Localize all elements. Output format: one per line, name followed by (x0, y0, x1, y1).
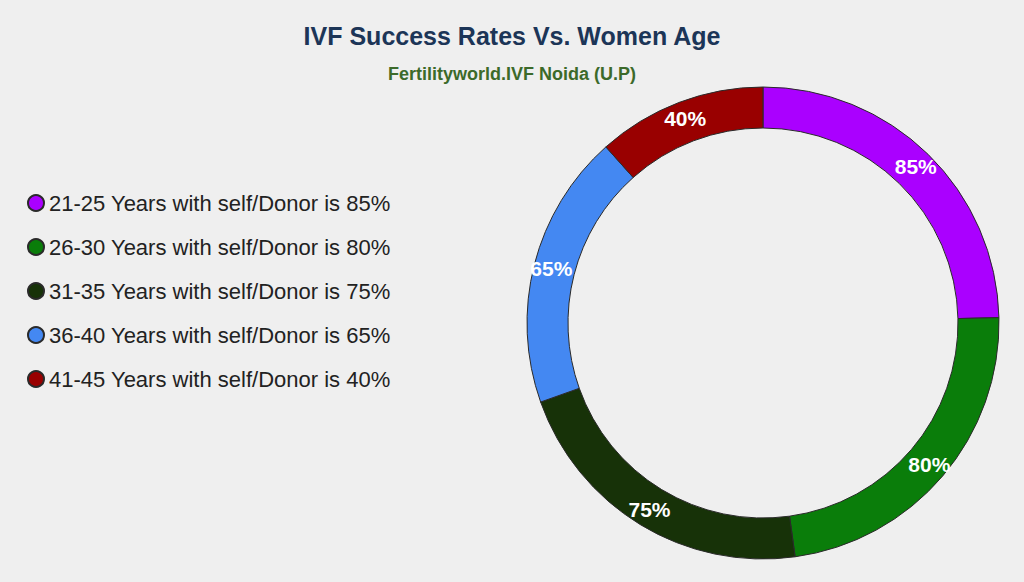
svg-text:Fertilityworld.IVF Noida (U.P): Fertilityworld.IVF Noida (U.P) (388, 64, 636, 84)
svg-text:31-35 Years with self/Donor is: 31-35 Years with self/Donor is 75% (49, 279, 390, 304)
svg-text:41-45 Years with self/Donor is: 41-45 Years with self/Donor is 40% (49, 367, 390, 392)
svg-text:40%: 40% (664, 107, 706, 130)
svg-text:75%: 75% (628, 498, 670, 521)
svg-text:65%: 65% (530, 257, 572, 280)
svg-text:36-40 Years with self/Donor is: 36-40 Years with self/Donor is 65% (49, 323, 390, 348)
svg-text:85%: 85% (895, 155, 937, 178)
svg-text:21-25 Years with self/Donor is: 21-25 Years with self/Donor is 85% (49, 191, 390, 216)
svg-text:80%: 80% (908, 453, 950, 476)
svg-text:26-30 Years with self/Donor is: 26-30 Years with self/Donor is 80% (49, 235, 390, 260)
svg-text:IVF Success Rates Vs. Women Ag: IVF Success Rates Vs. Women Age (304, 22, 721, 50)
